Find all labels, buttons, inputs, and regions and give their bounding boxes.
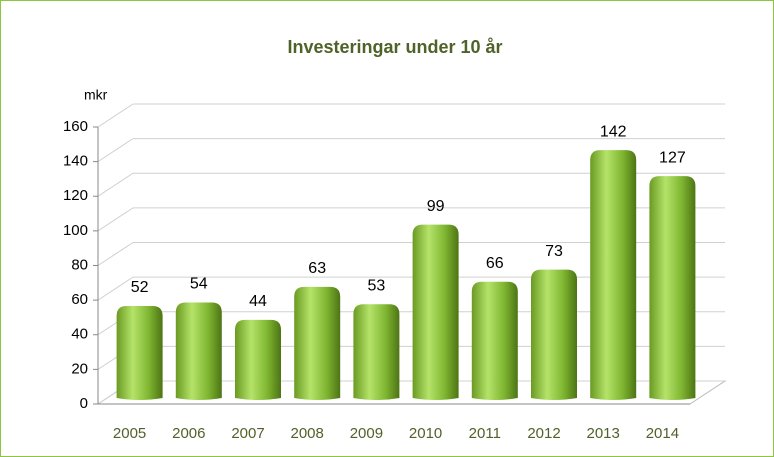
x-tick-label: 2009 — [350, 425, 383, 442]
x-tick-label: 2011 — [469, 425, 501, 442]
x-tick-label: 2010 — [409, 425, 442, 442]
x-tick-label: 2014 — [646, 425, 679, 442]
data-label: 127 — [659, 149, 686, 166]
y-tick-label: 140 — [63, 153, 88, 170]
bar — [471, 281, 518, 400]
grid-line-side — [97, 138, 134, 163]
y-tick-label: 40 — [71, 326, 88, 343]
x-tick-label: 2013 — [587, 425, 620, 442]
bar — [235, 319, 281, 400]
x-tick-label: 2008 — [291, 425, 324, 442]
data-label: 73 — [545, 243, 563, 260]
bar — [175, 302, 222, 400]
data-label: 53 — [368, 277, 386, 294]
y-tick-label: 0 — [80, 395, 88, 412]
bar — [116, 305, 163, 400]
data-label: 44 — [249, 293, 267, 310]
y-axis-label: mkr — [84, 87, 108, 103]
grid-line-side — [97, 276, 134, 301]
data-label: 142 — [600, 123, 627, 140]
data-label: 66 — [486, 255, 504, 272]
bar — [412, 224, 459, 400]
bar — [649, 176, 696, 400]
grid-line-side — [97, 103, 134, 128]
x-tick-label: 2006 — [172, 425, 205, 442]
y-tick-label: 80 — [71, 256, 88, 273]
grid-line-side — [97, 207, 134, 232]
y-tick-label: 20 — [71, 360, 88, 377]
x-tick-label: 2005 — [113, 425, 146, 442]
bar — [531, 269, 577, 400]
data-label: 99 — [427, 198, 445, 215]
grid-line-side — [97, 242, 134, 266]
bar — [294, 286, 341, 400]
data-label: 52 — [131, 279, 149, 296]
data-label: 54 — [190, 276, 208, 293]
y-tick-label: 120 — [63, 187, 88, 204]
y-tick-label: 100 — [63, 222, 88, 239]
chart-title: Investeringar under 10 år — [287, 37, 502, 57]
data-label: 63 — [308, 260, 326, 277]
bar — [353, 304, 400, 400]
x-tick-label: 2007 — [231, 425, 264, 442]
y-tick-label: 60 — [71, 291, 88, 308]
grid-line-side — [97, 172, 134, 197]
x-tick-label: 2012 — [527, 425, 560, 442]
bar — [590, 150, 637, 400]
y-tick-label: 160 — [63, 118, 88, 135]
